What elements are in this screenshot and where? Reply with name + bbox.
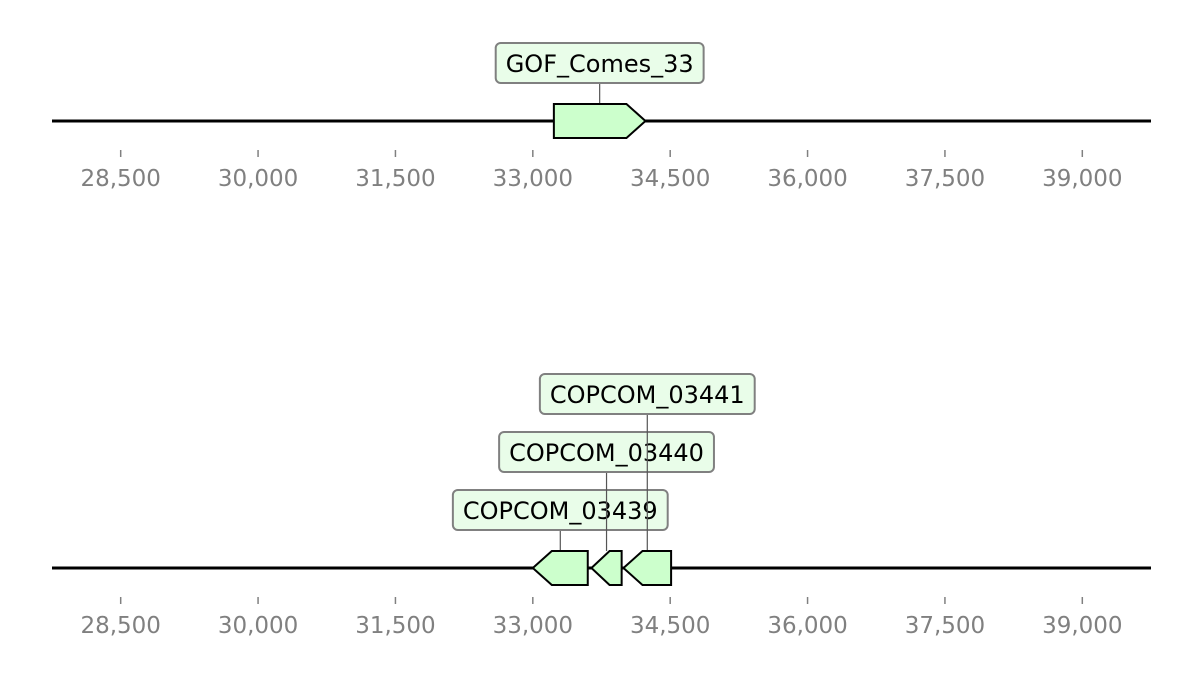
tick-label: 28,500 — [80, 613, 160, 639]
gene-feature-arrow[interactable] — [591, 551, 621, 585]
tick-label: 37,500 — [905, 166, 985, 192]
tick-label: 36,000 — [767, 613, 847, 639]
gene-feature-arrow[interactable] — [533, 551, 588, 585]
tick-label: 28,500 — [80, 166, 160, 192]
tick-label: 30,000 — [218, 613, 298, 639]
tick-label: 39,000 — [1042, 166, 1122, 192]
tick-label: 34,500 — [630, 613, 710, 639]
feature-label-text: COPCOM_03439 — [463, 497, 658, 525]
gene-track-2: 28,500 30,000 31,500 33,000 34,500 36,000 37,5… — [52, 374, 1151, 639]
tick-label: 39,000 — [1042, 613, 1122, 639]
tick-label: 30,000 — [218, 166, 298, 192]
gene-track-1: 28,500 30,000 31,500 33,000 34,500 36,000 37,5… — [52, 43, 1151, 192]
feature-label-text: COPCOM_03441 — [550, 381, 745, 409]
tick-label: 33,000 — [493, 613, 573, 639]
tick-label: 34,500 — [630, 166, 710, 192]
tick-label: 36,000 — [767, 166, 847, 192]
feature-label-text: GOF_Comes_33 — [506, 50, 694, 78]
tick-label: 37,500 — [905, 613, 985, 639]
tick-label: 33,000 — [493, 166, 573, 192]
tick-label: 31,500 — [355, 613, 435, 639]
gene-feature-arrow[interactable] — [623, 551, 671, 585]
feature-label-text: COPCOM_03440 — [509, 439, 704, 467]
gene-feature-arrow[interactable] — [554, 104, 646, 138]
tick-label: 31,500 — [355, 166, 435, 192]
